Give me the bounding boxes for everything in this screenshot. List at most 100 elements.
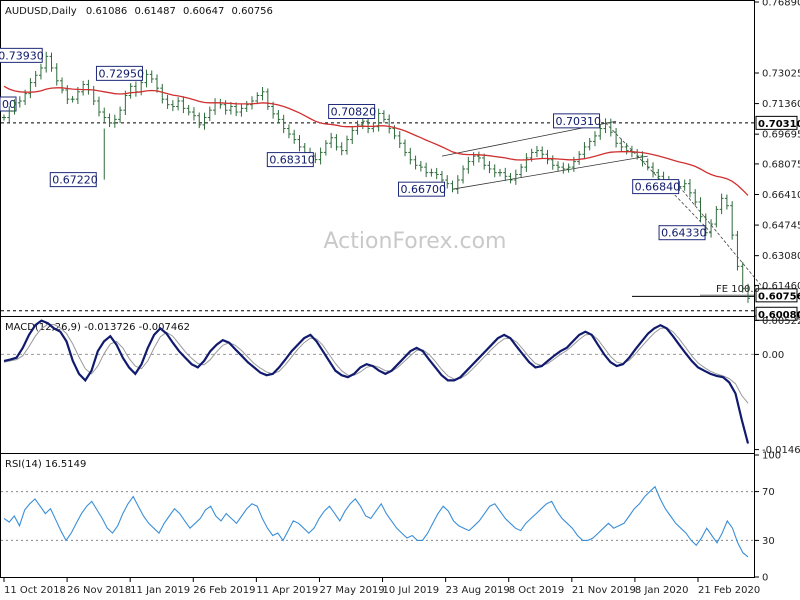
price-bar-67 (355, 120, 360, 135)
price-annotation-0: 0.73930 (0, 47, 44, 63)
symbol-label: AUDUSD,Daily (5, 6, 77, 17)
price-bar-2 (12, 99, 17, 115)
price-bar-90 (476, 151, 481, 163)
price-annotation-3: 0.70820 (328, 103, 376, 119)
x-axis: 11 Oct 2018 26 Nov 2018 11 Jan 2019 26 Feb … (3, 578, 760, 596)
price-bar-30 (160, 83, 165, 104)
x-tick-2: 11 Jan 2019 (130, 585, 190, 596)
price-bar-71 (376, 108, 381, 132)
price-bar-32 (170, 100, 175, 112)
projection-b (679, 186, 770, 296)
price-annotation-2: 0.67220 (49, 172, 98, 188)
price-bar-95 (503, 167, 508, 182)
price-y-tick-3: 0.69695 (762, 130, 800, 141)
price-bar-141 (746, 283, 750, 303)
price-bar-140 (740, 262, 745, 293)
price-y-axis: 0.76890 0.73025 0.71360 0.69695 0.68075 0.664… (754, 0, 800, 323)
price-bar-91 (482, 153, 487, 170)
price-bar-92 (487, 161, 492, 174)
price-annotations: 0.73930 0.72950 0.67220 0.70820 0.68310 0.667… (0, 47, 707, 241)
price-bar-3 (17, 96, 22, 108)
price-bar-136 (719, 193, 724, 215)
price-bar-7 (38, 63, 43, 80)
right-label-current: 0.60756 (755, 288, 800, 303)
price-bar-72 (381, 110, 386, 123)
price-bar-0 (2, 114, 6, 121)
x-tick-4: 11 Apr 2019 (256, 585, 318, 596)
price-bar-134 (709, 219, 714, 238)
svg-text:00: 00 (2, 98, 16, 111)
price-bar-63 (334, 134, 339, 151)
price-bar-98 (519, 163, 524, 178)
price-bar-114 (603, 118, 608, 134)
price-annotation-text-7: 0.66840 (635, 181, 681, 194)
price-bar-85 (450, 180, 455, 193)
price-bar-99 (524, 153, 529, 172)
price-annotation-text-1: 0.72950 (98, 67, 143, 80)
price-bar-20 (107, 113, 112, 128)
macd-y-tick-2: -0.014629 (762, 445, 800, 456)
price-bar-21 (112, 114, 117, 128)
price-bar-19 (102, 107, 107, 122)
open-value: 0.61086 (86, 6, 127, 17)
macd-y-tick-1: 0.00 (762, 350, 784, 361)
right-label-resistance: 0.70310 (755, 115, 800, 130)
price-bar-106 (561, 162, 566, 174)
rsi-y-tick-3: 0 (762, 573, 768, 584)
price-bar-86 (455, 175, 460, 195)
price-bar-65 (344, 135, 349, 155)
x-tick-5: 27 May 2019 (319, 585, 384, 596)
price-bar-28 (149, 70, 154, 83)
price-annotation-1: 0.72950 (95, 65, 144, 81)
price-header: AUDUSD,Daily 0.61086 0.61487 0.60647 0.6… (5, 6, 273, 17)
price-bar-87 (461, 165, 466, 184)
price-bar-124 (656, 169, 661, 180)
price-bar-60 (318, 147, 323, 165)
price-bar-96 (508, 172, 513, 184)
price-bar-76 (403, 139, 408, 157)
right-label-text-current: 0.60756 (758, 291, 800, 302)
price-bar-88 (466, 156, 471, 174)
price-bar-130 (687, 179, 692, 198)
price-bar-121 (640, 151, 645, 167)
price-bar-131 (693, 189, 698, 206)
price-annotation-8: 0.64330 (658, 225, 707, 241)
price-bar-79 (418, 160, 423, 172)
price-y-tick-0: 0.76890 (762, 0, 800, 9)
x-tick-6: 10 Jul 2019 (383, 585, 440, 596)
price-bar-37 (197, 112, 202, 129)
macd-y-tick-0: 0.005228 (762, 316, 800, 327)
price-bar-33 (176, 97, 181, 111)
price-bar-133 (703, 213, 708, 236)
price-bar-53 (281, 114, 286, 134)
price-annotation-4: 0.68310 (266, 152, 315, 168)
price-bar-6 (33, 70, 38, 87)
price-bar-83 (439, 170, 444, 184)
price-annotation-text-6: 0.70310 (556, 115, 602, 128)
rsi-y-tick-2: 30 (762, 536, 775, 547)
price-bar-97 (513, 169, 518, 185)
price-bar-64 (339, 142, 344, 156)
price-y-tick-2: 0.71360 (762, 99, 800, 110)
price-annotation-text-5: 0.66700 (401, 183, 447, 196)
ema-line (3, 85, 749, 196)
price-bar-49 (260, 86, 265, 101)
close-value: 0.60756 (232, 6, 273, 17)
price-bar-66 (350, 125, 355, 145)
price-bar-62 (329, 132, 334, 149)
price-bar-113 (598, 124, 603, 140)
price-bar-44 (234, 102, 239, 117)
rsi-header: RSI(14) 16.5149 (5, 459, 86, 470)
price-bars (2, 51, 750, 303)
price-y-tick-5: 0.66410 (762, 190, 800, 201)
x-tick-3: 26 Feb 2019 (193, 585, 255, 596)
price-bar-36 (191, 107, 196, 121)
price-bar-115 (608, 118, 613, 137)
price-bar-77 (408, 147, 413, 165)
price-bar-52 (276, 110, 281, 124)
price-bar-15 (81, 80, 86, 96)
left-cut-label: 00 (0, 96, 17, 112)
x-tick-10: 8 Jan 2020 (635, 585, 689, 596)
price-bar-117 (619, 138, 624, 152)
price-bar-94 (498, 168, 502, 177)
